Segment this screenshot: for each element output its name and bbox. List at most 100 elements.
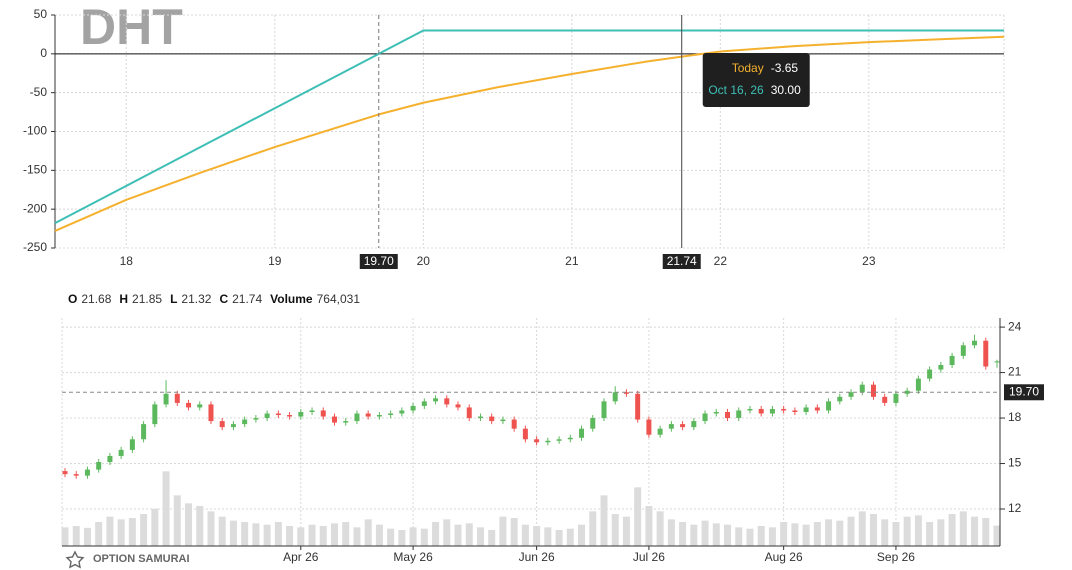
volume-bar bbox=[353, 527, 361, 546]
volume-bar bbox=[308, 524, 316, 546]
x-tick-label: 20 bbox=[417, 254, 431, 268]
payoff-line bbox=[54, 35, 1005, 232]
y-tick-label: -100 bbox=[23, 124, 47, 138]
readout-value: 21.32 bbox=[181, 292, 211, 306]
volume-bar bbox=[757, 526, 765, 546]
x-tick-label: Sep 26 bbox=[877, 550, 915, 564]
volume-bar bbox=[454, 524, 462, 546]
volume-bar bbox=[589, 511, 597, 546]
volume-bar bbox=[847, 516, 855, 546]
readout-key: L bbox=[170, 292, 177, 306]
candle-body bbox=[320, 410, 326, 417]
volume-bar bbox=[791, 523, 799, 546]
y-tick-label: -150 bbox=[23, 163, 47, 177]
x-tick-label: Jul 26 bbox=[633, 550, 665, 564]
candle-body bbox=[826, 401, 832, 411]
candle-body bbox=[287, 415, 293, 417]
volume-bar bbox=[398, 530, 406, 546]
volume-bar bbox=[140, 514, 148, 546]
volume-bar bbox=[465, 523, 473, 546]
crosshair-label-box bbox=[662, 254, 701, 269]
volume-bar bbox=[690, 524, 698, 546]
readout-key: C bbox=[219, 292, 228, 306]
candle-body bbox=[500, 419, 506, 422]
volume-bar bbox=[510, 518, 518, 546]
volume-bar bbox=[61, 527, 69, 546]
volume-bar bbox=[634, 487, 642, 546]
candle-body bbox=[466, 407, 472, 419]
volume-bar bbox=[375, 524, 383, 546]
volume-bar bbox=[656, 511, 664, 546]
candle-body bbox=[893, 393, 899, 403]
x-tick-label: Aug 26 bbox=[765, 550, 803, 564]
candle-body bbox=[141, 424, 147, 440]
volume-bar bbox=[825, 519, 833, 546]
volume-bar bbox=[476, 527, 484, 546]
x-tick-label: 19 bbox=[268, 254, 282, 268]
candle-body bbox=[758, 408, 764, 414]
volume-bar bbox=[252, 523, 260, 546]
volume-bar bbox=[982, 518, 990, 546]
candle-body bbox=[534, 439, 540, 443]
tooltip-box bbox=[702, 53, 810, 107]
volume-bar bbox=[95, 522, 103, 546]
payoff-line bbox=[54, 29, 1004, 225]
candle-body bbox=[960, 345, 966, 356]
candle-body bbox=[702, 413, 708, 422]
candle-body bbox=[433, 398, 439, 402]
candle-body bbox=[163, 393, 169, 405]
candle-body bbox=[477, 416, 483, 419]
candle-body bbox=[73, 474, 79, 476]
y-tick-label: 0 bbox=[40, 46, 47, 60]
candle-body bbox=[713, 411, 719, 414]
candle-body bbox=[410, 405, 416, 411]
candle-body bbox=[769, 408, 775, 414]
volume-bar bbox=[196, 506, 204, 546]
volume-bar bbox=[420, 528, 428, 546]
volume-bar bbox=[555, 530, 563, 546]
candle-body bbox=[870, 384, 876, 397]
candle-body bbox=[972, 340, 978, 346]
candle-body bbox=[601, 401, 607, 419]
volume-bar bbox=[488, 530, 496, 546]
candle-body bbox=[331, 416, 337, 423]
reference-label-box bbox=[1004, 384, 1044, 401]
crosshair-label: 21.74 bbox=[667, 254, 697, 268]
volume-bar bbox=[903, 516, 911, 546]
volume-bar bbox=[914, 515, 922, 546]
candle-body bbox=[388, 413, 394, 416]
readout-value: 764,031 bbox=[317, 292, 361, 306]
y-tick-label: 21 bbox=[1008, 365, 1022, 379]
volume-bar bbox=[701, 520, 709, 546]
candle-body bbox=[949, 355, 955, 365]
volume-bar bbox=[948, 514, 956, 546]
volume-bar bbox=[959, 511, 967, 546]
volume-bar bbox=[117, 519, 125, 546]
volume-bar bbox=[735, 527, 743, 546]
candle-body bbox=[646, 419, 652, 435]
volume-bar bbox=[207, 511, 215, 546]
volume-bar bbox=[319, 526, 327, 546]
volume-bar bbox=[869, 514, 877, 546]
y-tick-label: 50 bbox=[34, 7, 48, 21]
candle-body bbox=[590, 418, 596, 429]
y-tick-label: 15 bbox=[1008, 456, 1022, 470]
volume-bar bbox=[128, 518, 136, 546]
volume-bar bbox=[622, 516, 630, 546]
x-tick-label: 23 bbox=[862, 254, 876, 268]
volume-bar bbox=[432, 522, 440, 546]
candle-body bbox=[837, 396, 843, 402]
candle-body bbox=[253, 418, 259, 420]
volume-bar bbox=[387, 528, 395, 546]
volume-bar bbox=[274, 522, 282, 546]
candle-body bbox=[927, 369, 933, 379]
volume-bar bbox=[724, 524, 732, 546]
x-tick-label: 18 bbox=[120, 254, 134, 268]
y-tick-label: 24 bbox=[1008, 319, 1022, 333]
candle-body bbox=[208, 404, 214, 422]
volume-bar bbox=[364, 519, 372, 546]
tooltip-series-name: Oct 16, 26 bbox=[708, 83, 764, 97]
chart-title: DHT bbox=[80, 0, 183, 55]
candle-body bbox=[747, 408, 753, 411]
volume-bar bbox=[578, 524, 586, 546]
